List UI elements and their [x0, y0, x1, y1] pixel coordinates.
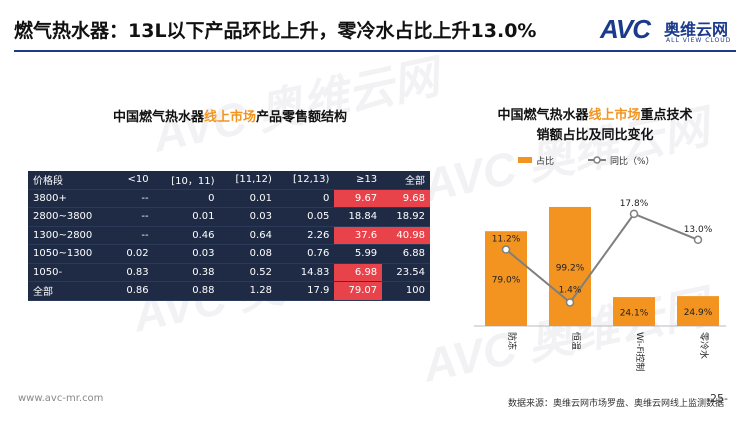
- table-cell: --: [113, 226, 154, 245]
- table-cell: --: [113, 207, 154, 227]
- category-label-0: 防冻: [506, 332, 518, 350]
- logo-en: ALL VIEW CLOUD: [666, 37, 732, 44]
- table-row: 1050- 0.83 0.38 0.52 14.83 6.98 23.54: [28, 263, 430, 282]
- bar-3: [677, 296, 719, 326]
- retail-structure-table: 价格段 <10 [10，11) [11,12) [12,13) ≥13 全部 3800+ --…: [28, 171, 430, 301]
- yoy-point-1: [565, 298, 575, 307]
- watermark-logo: AVC 奥维云网: [148, 50, 444, 162]
- table-row: 1300~2800 -- 0.46 0.64 2.26 37.6 40.98: [28, 226, 430, 245]
- legend-swatch-share: [518, 157, 532, 163]
- logo-mark: AVC: [600, 14, 651, 44]
- table-row: 1050~1300 0.02 0.03 0.08 0.76 5.99 6.88: [28, 244, 430, 264]
- table-cell: 37.6: [334, 226, 383, 245]
- title-divider: [14, 50, 736, 52]
- column-header: <10: [113, 171, 154, 190]
- column-header: [12,13): [276, 171, 335, 190]
- yoy-label-0: 11.2%: [492, 235, 521, 245]
- table-cell: 6.98: [334, 263, 383, 282]
- table-cell: 0: [276, 189, 335, 208]
- table-cell: 0.38: [153, 263, 220, 282]
- table-cell: 0.64: [219, 226, 277, 245]
- table-cell: 0.03: [219, 207, 277, 227]
- yoy-label-2: 17.8%: [620, 199, 649, 209]
- price-range-cell: 1050-: [28, 263, 114, 282]
- table-cell: 0.52: [219, 263, 277, 282]
- table-cell: 79.07: [334, 281, 383, 301]
- category-label-1: 恒温: [570, 332, 582, 350]
- category-label-2: Wi-Fi控制: [634, 332, 646, 371]
- table-cell: 0.03: [153, 244, 220, 264]
- yoy-point-2: [629, 209, 639, 219]
- column-header: 全部: [382, 171, 430, 190]
- footer-url[interactable]: www.avc-mr.com: [18, 393, 104, 404]
- bar-2: [613, 297, 655, 326]
- yoy-line: [505, 212, 699, 304]
- table-cell: 17.9: [276, 281, 335, 301]
- column-header: [10，11): [153, 171, 220, 190]
- table-cell: 14.83: [276, 263, 335, 282]
- chart-heading: 中国燃气热水器线上市场重点技术 销额占比及同比变化: [497, 108, 693, 143]
- technology-chart: 占比 同比（%） 79.0% 防冻 99.2% 恒温 24.1% Wi-Fi控制 24.9% 零冷…: [474, 155, 726, 371]
- bar-label-0: 79.0%: [492, 276, 521, 286]
- column-header: [11,12): [219, 171, 277, 190]
- table-cell: --: [113, 189, 154, 208]
- table-cell: 0.02: [113, 244, 154, 264]
- table-body: 3800+ -- 0 0.01 0 9.67 9.68 2800~3800 -- 0.01 0.03…: [28, 189, 430, 301]
- table-cell: 9.68: [382, 189, 430, 208]
- table-cell: 0.01: [153, 207, 220, 227]
- table-cell: 0.76: [276, 244, 335, 264]
- legend-label-yoy: 同比（%）: [610, 155, 655, 167]
- price-range-cell: 2800~3800: [28, 207, 114, 227]
- page-title: 燃气热水器：13L以下产品环比上升，零冷水占比上升13.0%: [14, 20, 537, 42]
- table-cell: 0.46: [153, 226, 220, 245]
- yoy-label-3: 13.0%: [684, 225, 713, 235]
- table-cell: 40.98: [382, 226, 430, 245]
- table-cell: 6.88: [382, 244, 430, 264]
- table-cell: 0.01: [219, 189, 277, 208]
- table-cell: 0.08: [219, 244, 277, 264]
- bar-label-1: 99.2%: [556, 263, 585, 273]
- bar-label-3: 24.9%: [684, 308, 713, 318]
- table-header-row: 价格段 <10 [10，11) [11,12) [12,13) ≥13 全部: [28, 171, 430, 190]
- table-row: 3800+ -- 0 0.01 0 9.67 9.68: [28, 189, 430, 208]
- legend-marker-yoy: [593, 156, 601, 164]
- page-number: -25-: [706, 392, 728, 405]
- price-range-cell: 1050~1300: [28, 244, 114, 264]
- yoy-point-3: [693, 235, 703, 245]
- yoy-label-1: 1.4%: [559, 285, 582, 295]
- table-cell: 0: [153, 189, 220, 208]
- logo-cn: 奥维云网: [664, 20, 729, 39]
- table-row: 全部 0.86 0.88 1.28 17.9 79.07 100: [28, 281, 430, 301]
- table-cell: 0.86: [113, 281, 154, 301]
- table-row: 2800~3800 -- 0.01 0.03 0.05 18.84 18.92: [28, 207, 430, 227]
- price-range-cell: 全部: [28, 281, 114, 301]
- column-header: 价格段: [28, 171, 114, 190]
- price-range-cell: 3800+: [28, 189, 114, 208]
- table-cell: 18.92: [382, 207, 430, 227]
- table-cell: 5.99: [334, 244, 383, 264]
- yoy-point-0: [501, 245, 511, 254]
- table-cell: 9.67: [334, 189, 383, 208]
- table-heading: 中国燃气热水器线上市场产品零售额结构: [112, 110, 348, 125]
- table-cell: 1.28: [219, 281, 277, 301]
- category-label-3: 零冷水: [698, 332, 710, 359]
- table-cell: 23.54: [382, 263, 430, 282]
- table-cell: 2.26: [276, 226, 335, 245]
- data-source-note: 数据来源：奥维云网市场罗盘、奥维云网线上监测数据: [508, 399, 725, 409]
- company-logo: AVC 奥维云网 ALL VIEW CLOUD: [600, 14, 736, 48]
- column-header: ≥13: [334, 171, 383, 190]
- table-cell: 0.05: [276, 207, 335, 227]
- bar-label-2: 24.1%: [620, 309, 649, 319]
- table-cell: 100: [382, 281, 430, 301]
- legend-label-share: 占比: [536, 155, 554, 167]
- table-cell: 18.84: [334, 207, 383, 227]
- price-range-cell: 1300~2800: [28, 226, 114, 245]
- table-cell: 0.88: [153, 281, 220, 301]
- table-cell: 0.83: [113, 263, 154, 282]
